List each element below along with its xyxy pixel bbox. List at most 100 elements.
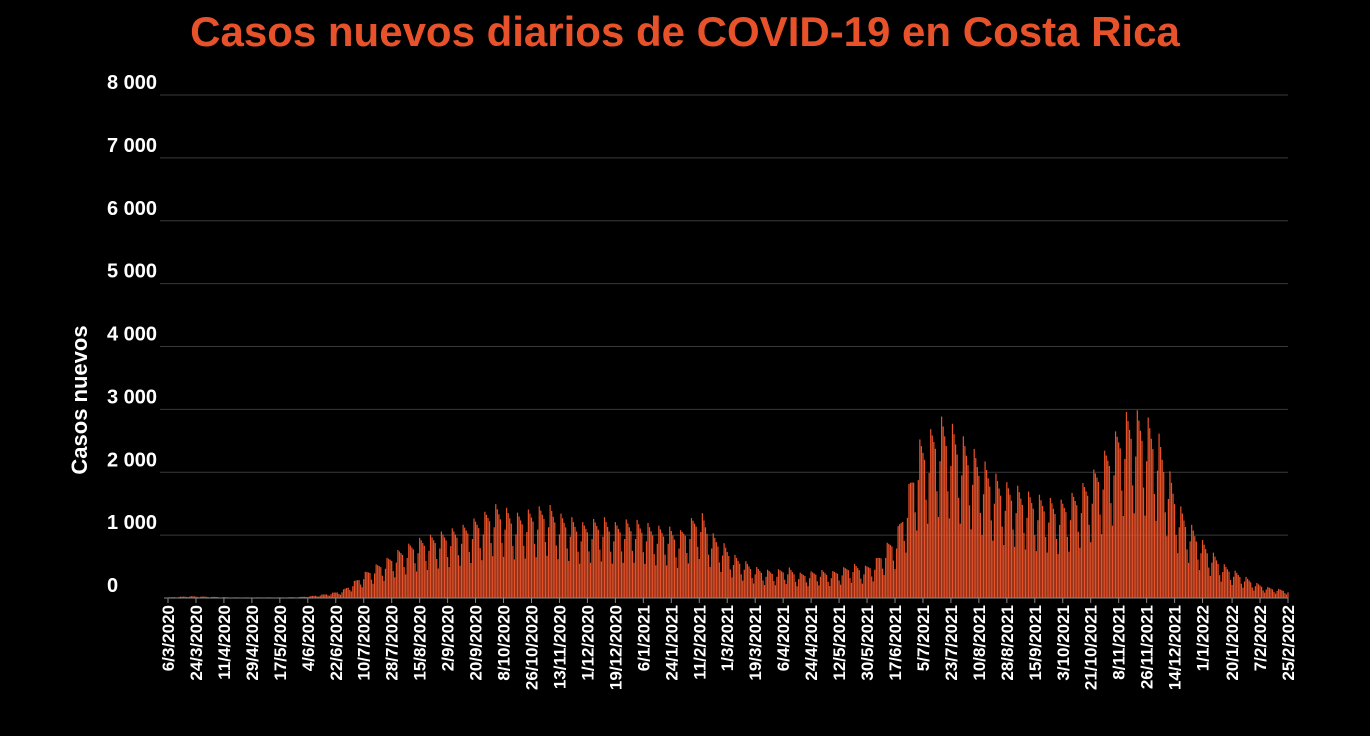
bar (485, 514, 488, 598)
bar (460, 543, 463, 598)
bar (959, 523, 961, 598)
bar (603, 517, 606, 598)
bar (338, 593, 340, 598)
bar (914, 512, 916, 598)
bar (619, 532, 621, 598)
bar (785, 584, 787, 598)
bar (850, 582, 853, 598)
bar (628, 527, 630, 598)
bar (1194, 536, 1196, 598)
bar (933, 441, 935, 598)
bar (1164, 512, 1166, 598)
bar (607, 526, 609, 598)
bar (1195, 541, 1197, 598)
bar (925, 499, 927, 598)
bar (1066, 536, 1069, 598)
bar (509, 518, 511, 598)
bar (1245, 576, 1247, 598)
bar (869, 568, 871, 598)
bar (928, 473, 930, 598)
bar (479, 548, 481, 598)
bar (726, 551, 728, 598)
bar (372, 583, 374, 598)
bar (829, 586, 831, 598)
y-tick-label: 3 000 (107, 386, 157, 408)
bar (659, 529, 662, 598)
bar (1017, 485, 1019, 598)
x-tick-label: 11/4/2020 (215, 605, 234, 680)
bar (1010, 500, 1013, 598)
bar (787, 574, 789, 598)
bar (1006, 482, 1008, 598)
bar (1287, 592, 1289, 598)
bar (709, 566, 711, 598)
bar (324, 594, 326, 598)
bar (1257, 584, 1260, 598)
bar (437, 568, 439, 598)
bar (184, 596, 186, 598)
bar (328, 595, 331, 598)
bar (364, 571, 366, 598)
bar (560, 513, 562, 598)
bar (881, 568, 884, 598)
bar (687, 563, 689, 598)
bar (1124, 458, 1126, 598)
bar (318, 596, 320, 598)
bar (633, 562, 635, 598)
x-tick-label: 25/2/2022 (1279, 605, 1298, 681)
bar (513, 559, 516, 598)
bar (962, 436, 964, 598)
bar (506, 507, 508, 598)
bar (1029, 497, 1031, 598)
bar (877, 557, 879, 598)
bar (582, 522, 584, 598)
bar (551, 510, 553, 598)
bar (1158, 433, 1160, 598)
bar (717, 546, 719, 598)
bar (1049, 497, 1051, 598)
bar (923, 459, 926, 598)
bar (858, 570, 860, 598)
bar (900, 522, 902, 598)
bar (917, 480, 919, 598)
bar (182, 596, 185, 598)
bar (813, 573, 815, 598)
bar (420, 540, 422, 598)
bar (488, 521, 491, 598)
bar (349, 589, 351, 598)
bar (1208, 567, 1210, 598)
bar (529, 513, 531, 598)
bar (204, 596, 206, 598)
bar (464, 527, 466, 598)
bar (1122, 515, 1124, 598)
bar (670, 531, 672, 598)
bar (930, 429, 932, 598)
bar (1052, 508, 1055, 598)
bar (653, 554, 655, 598)
bar (906, 517, 909, 598)
bar (530, 517, 533, 598)
bar (940, 416, 943, 598)
x-tick-label: 6/1/2021 (634, 605, 653, 671)
bar (554, 522, 556, 598)
bar (942, 426, 944, 598)
bar (852, 572, 854, 598)
bar (411, 547, 413, 598)
bar (400, 553, 402, 598)
bar (583, 525, 585, 598)
bar (669, 526, 671, 598)
bar (737, 560, 739, 598)
bar (757, 568, 759, 598)
x-tick-label: 8/11/2021 (1110, 605, 1129, 680)
bar (1247, 578, 1249, 598)
bar (342, 589, 345, 598)
bar (192, 596, 194, 598)
bar (776, 576, 778, 598)
bar (448, 567, 450, 598)
bar (468, 551, 470, 598)
bar (1093, 469, 1095, 598)
bar (347, 587, 349, 598)
x-tick-label: 24/3/2020 (187, 605, 206, 681)
bar (1184, 527, 1187, 598)
bar (614, 522, 616, 598)
